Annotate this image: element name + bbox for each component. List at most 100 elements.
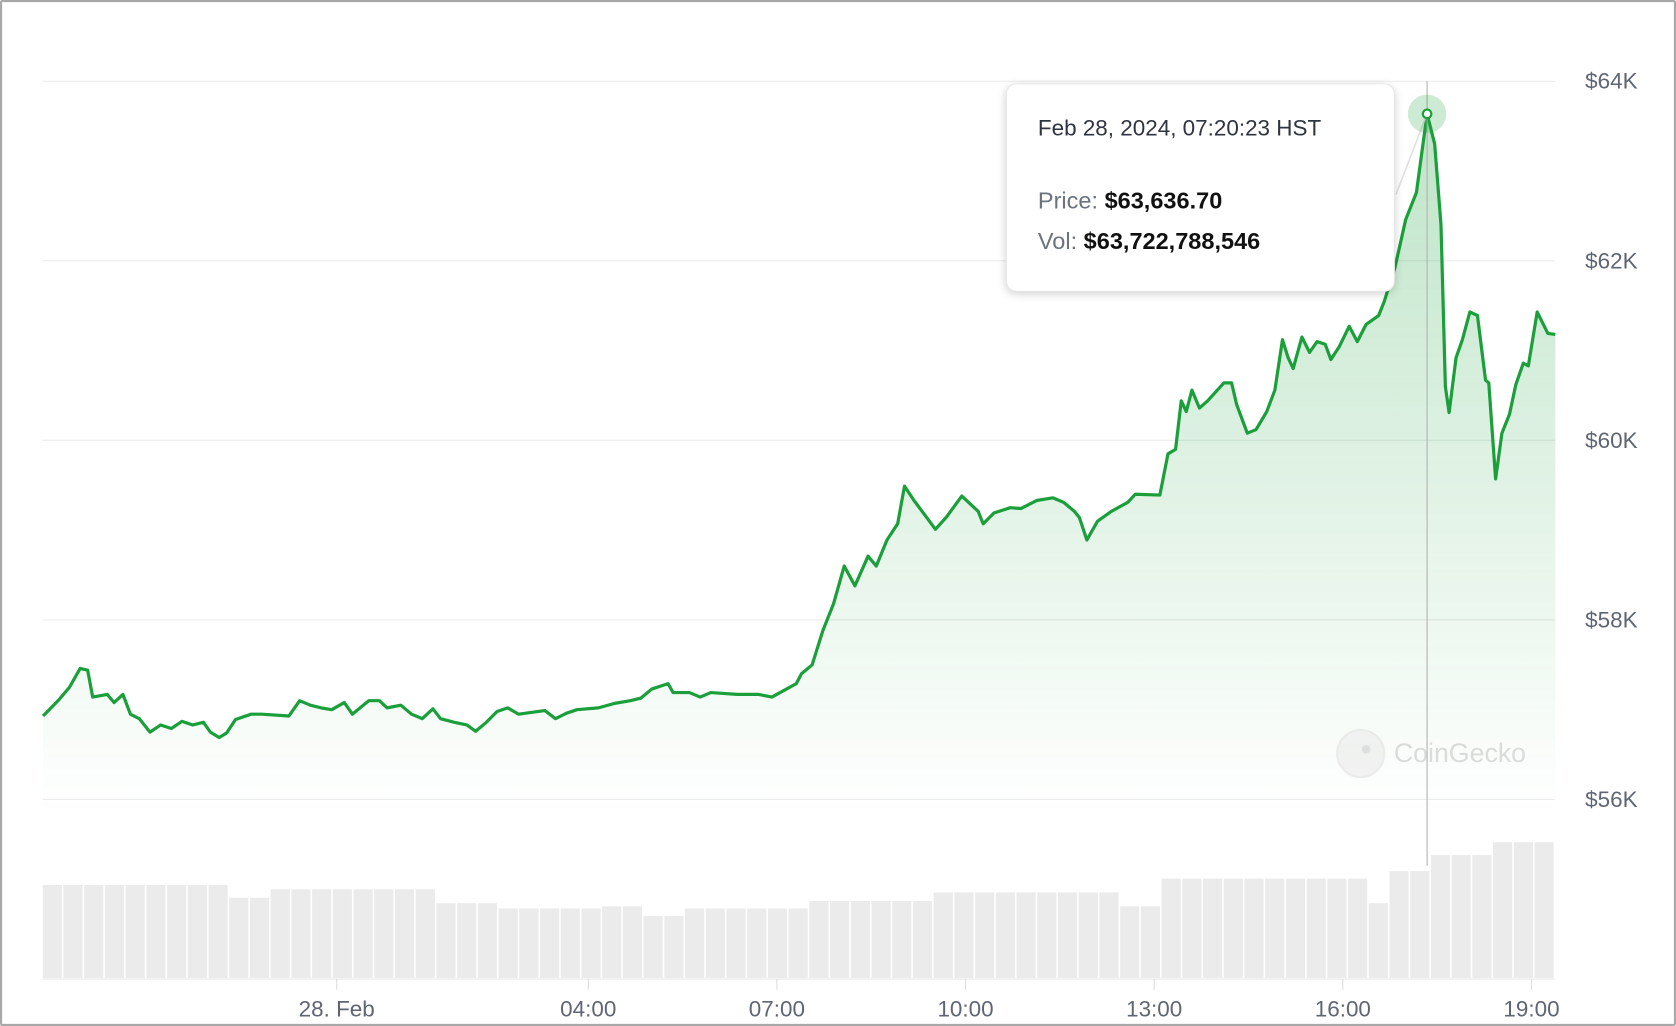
tooltip-price-label: Price: <box>1037 187 1099 214</box>
volume-bar <box>1016 892 1036 978</box>
volume-bar <box>1078 892 1098 978</box>
y-tick-label: $62K <box>1585 248 1637 273</box>
tooltip-price-value: $63,636.70 <box>1104 187 1223 214</box>
volume-bar <box>415 889 435 978</box>
volume-bar <box>63 884 83 978</box>
volume-bar <box>125 884 145 978</box>
volume-bar <box>1306 878 1326 978</box>
volume-bar <box>1057 892 1078 978</box>
volume-bar <box>187 884 207 978</box>
price-area-fill <box>43 113 1556 813</box>
volume-bar <box>1410 871 1430 978</box>
volume-bar <box>1099 892 1119 978</box>
volume-bar <box>726 908 746 978</box>
tooltip-vol-label: Vol: <box>1037 227 1078 255</box>
volume-bar <box>1161 878 1181 978</box>
volume-bar <box>519 908 539 978</box>
volume-bar <box>332 889 352 978</box>
volume-bar <box>1223 878 1243 978</box>
volume-bar <box>892 900 912 978</box>
y-tick-label: $60K <box>1585 428 1637 453</box>
y-tick-label: $58K <box>1585 607 1637 632</box>
volume-bar <box>436 903 456 978</box>
volume-bar <box>830 900 850 978</box>
volume-bar <box>312 889 332 978</box>
volume-bar <box>933 892 953 978</box>
volume-bar <box>42 884 62 978</box>
volume-bar <box>104 884 125 978</box>
volume-bar <box>643 915 663 978</box>
volume-bar <box>788 908 808 978</box>
volume-bar <box>602 906 622 978</box>
volume-bar <box>1348 878 1368 978</box>
tooltip-vol-row: Vol: $63,722,788,546 <box>1038 228 1394 256</box>
volume-bar <box>1327 878 1347 978</box>
volume-bar <box>270 889 290 978</box>
volume-bar <box>1140 906 1160 978</box>
volume-bar <box>1265 878 1285 978</box>
price-line <box>41 112 1556 740</box>
volume-bar <box>208 884 228 978</box>
volume-bar <box>871 900 891 978</box>
x-tick-label: 07:00 <box>749 996 805 1021</box>
volume-bar <box>809 900 829 978</box>
volume-bar <box>1493 842 1513 978</box>
volume-bar <box>912 900 933 978</box>
volume-bar <box>850 900 870 978</box>
y-tick-label: $56K <box>1585 787 1637 812</box>
tooltip-vol-value: $63,722,788,546 <box>1083 227 1261 255</box>
volume-bar <box>167 884 187 978</box>
coingecko-watermark: CoinGecko <box>1336 728 1527 779</box>
x-tick-label: 19:00 <box>1503 996 1559 1021</box>
y-tick-label: $64K <box>1585 69 1637 94</box>
volume-bar <box>84 884 104 978</box>
volume-bar <box>353 889 373 978</box>
coingecko-logo-icon <box>1336 728 1386 779</box>
volume-bar <box>1389 871 1409 978</box>
volume-bar <box>1430 855 1451 978</box>
volume-bar <box>1534 842 1554 978</box>
volume-bar <box>498 908 518 978</box>
volume-bar <box>291 889 311 978</box>
volume-bar <box>394 889 415 978</box>
volume-bar <box>1244 878 1264 978</box>
tooltip-connector <box>1395 113 1428 195</box>
highlight-point <box>1421 108 1433 120</box>
volume-bar <box>146 884 166 978</box>
volume-bar <box>622 906 643 978</box>
x-tick-label: 04:00 <box>560 996 616 1021</box>
volume-bar <box>477 903 497 978</box>
x-tick-label: 28. Feb <box>299 996 375 1021</box>
volume-bar <box>457 903 477 978</box>
volume-bar <box>685 908 705 978</box>
volume-bar <box>581 908 601 978</box>
watermark-text: CoinGecko <box>1393 738 1527 768</box>
volume-bar <box>954 892 974 978</box>
volume-bar <box>249 897 270 978</box>
x-tick-label: 16:00 <box>1315 996 1371 1021</box>
volume-bar <box>374 889 394 978</box>
volume-bar <box>1451 855 1471 978</box>
volume-bar <box>705 908 725 978</box>
volume-bar <box>664 915 684 978</box>
volume-bar <box>1120 906 1140 978</box>
volume-bar <box>747 908 767 978</box>
x-tick-label: 13:00 <box>1126 996 1182 1021</box>
volume-bar <box>1472 855 1492 978</box>
volume-bar <box>540 908 560 978</box>
volume-bar <box>975 892 995 978</box>
volume-bar <box>1513 842 1533 978</box>
tooltip-date: Feb 28, 2024, 07:20:23 HST <box>1037 116 1322 142</box>
volume-bar <box>560 908 580 978</box>
volume-bar <box>229 897 249 978</box>
tooltip-price-row: Price: $63,636.70 <box>1038 187 1394 215</box>
volume-bar <box>995 892 1015 978</box>
volume-bar <box>1285 878 1306 978</box>
volume-bar <box>1368 903 1388 978</box>
price-tooltip: Feb 28, 2024, 07:20:23 HST Price: $63,63… <box>1005 83 1395 292</box>
volume-bar <box>767 908 788 978</box>
x-tick-label: 10:00 <box>937 996 993 1021</box>
